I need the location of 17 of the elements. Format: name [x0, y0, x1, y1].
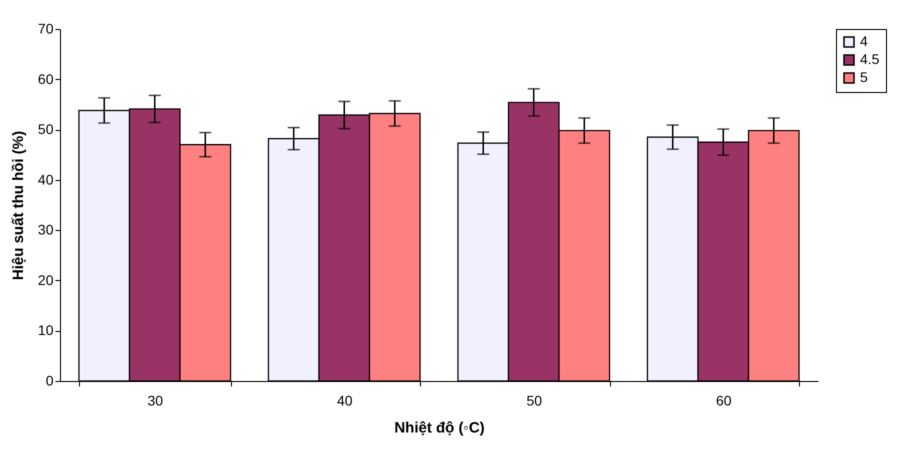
y-tick-label: 0: [46, 372, 54, 388]
y-tick-label: 40: [38, 171, 54, 188]
y-tick-label: 70: [38, 20, 54, 36]
y-axis-title: Hiệu suất thu hồi (%): [10, 130, 27, 280]
x-tick-label: 30: [147, 392, 164, 408]
y-tick-label: 20: [38, 272, 54, 288]
y-tick-label: 30: [38, 222, 54, 238]
y-tick-label: 10: [38, 322, 54, 338]
x-tick-label: 50: [526, 392, 542, 408]
x-axis-title: Nhiệt độ (◦C): [394, 420, 485, 436]
legend-label: 4: [860, 33, 868, 49]
x-tick-label: 40: [336, 392, 353, 408]
x-tick-label: 60: [716, 392, 732, 408]
y-tick-label: 60: [38, 70, 54, 87]
y-tick-label: 50: [38, 121, 54, 138]
legend-label: 5: [860, 69, 868, 85]
legend-label: 4.5: [860, 51, 880, 67]
